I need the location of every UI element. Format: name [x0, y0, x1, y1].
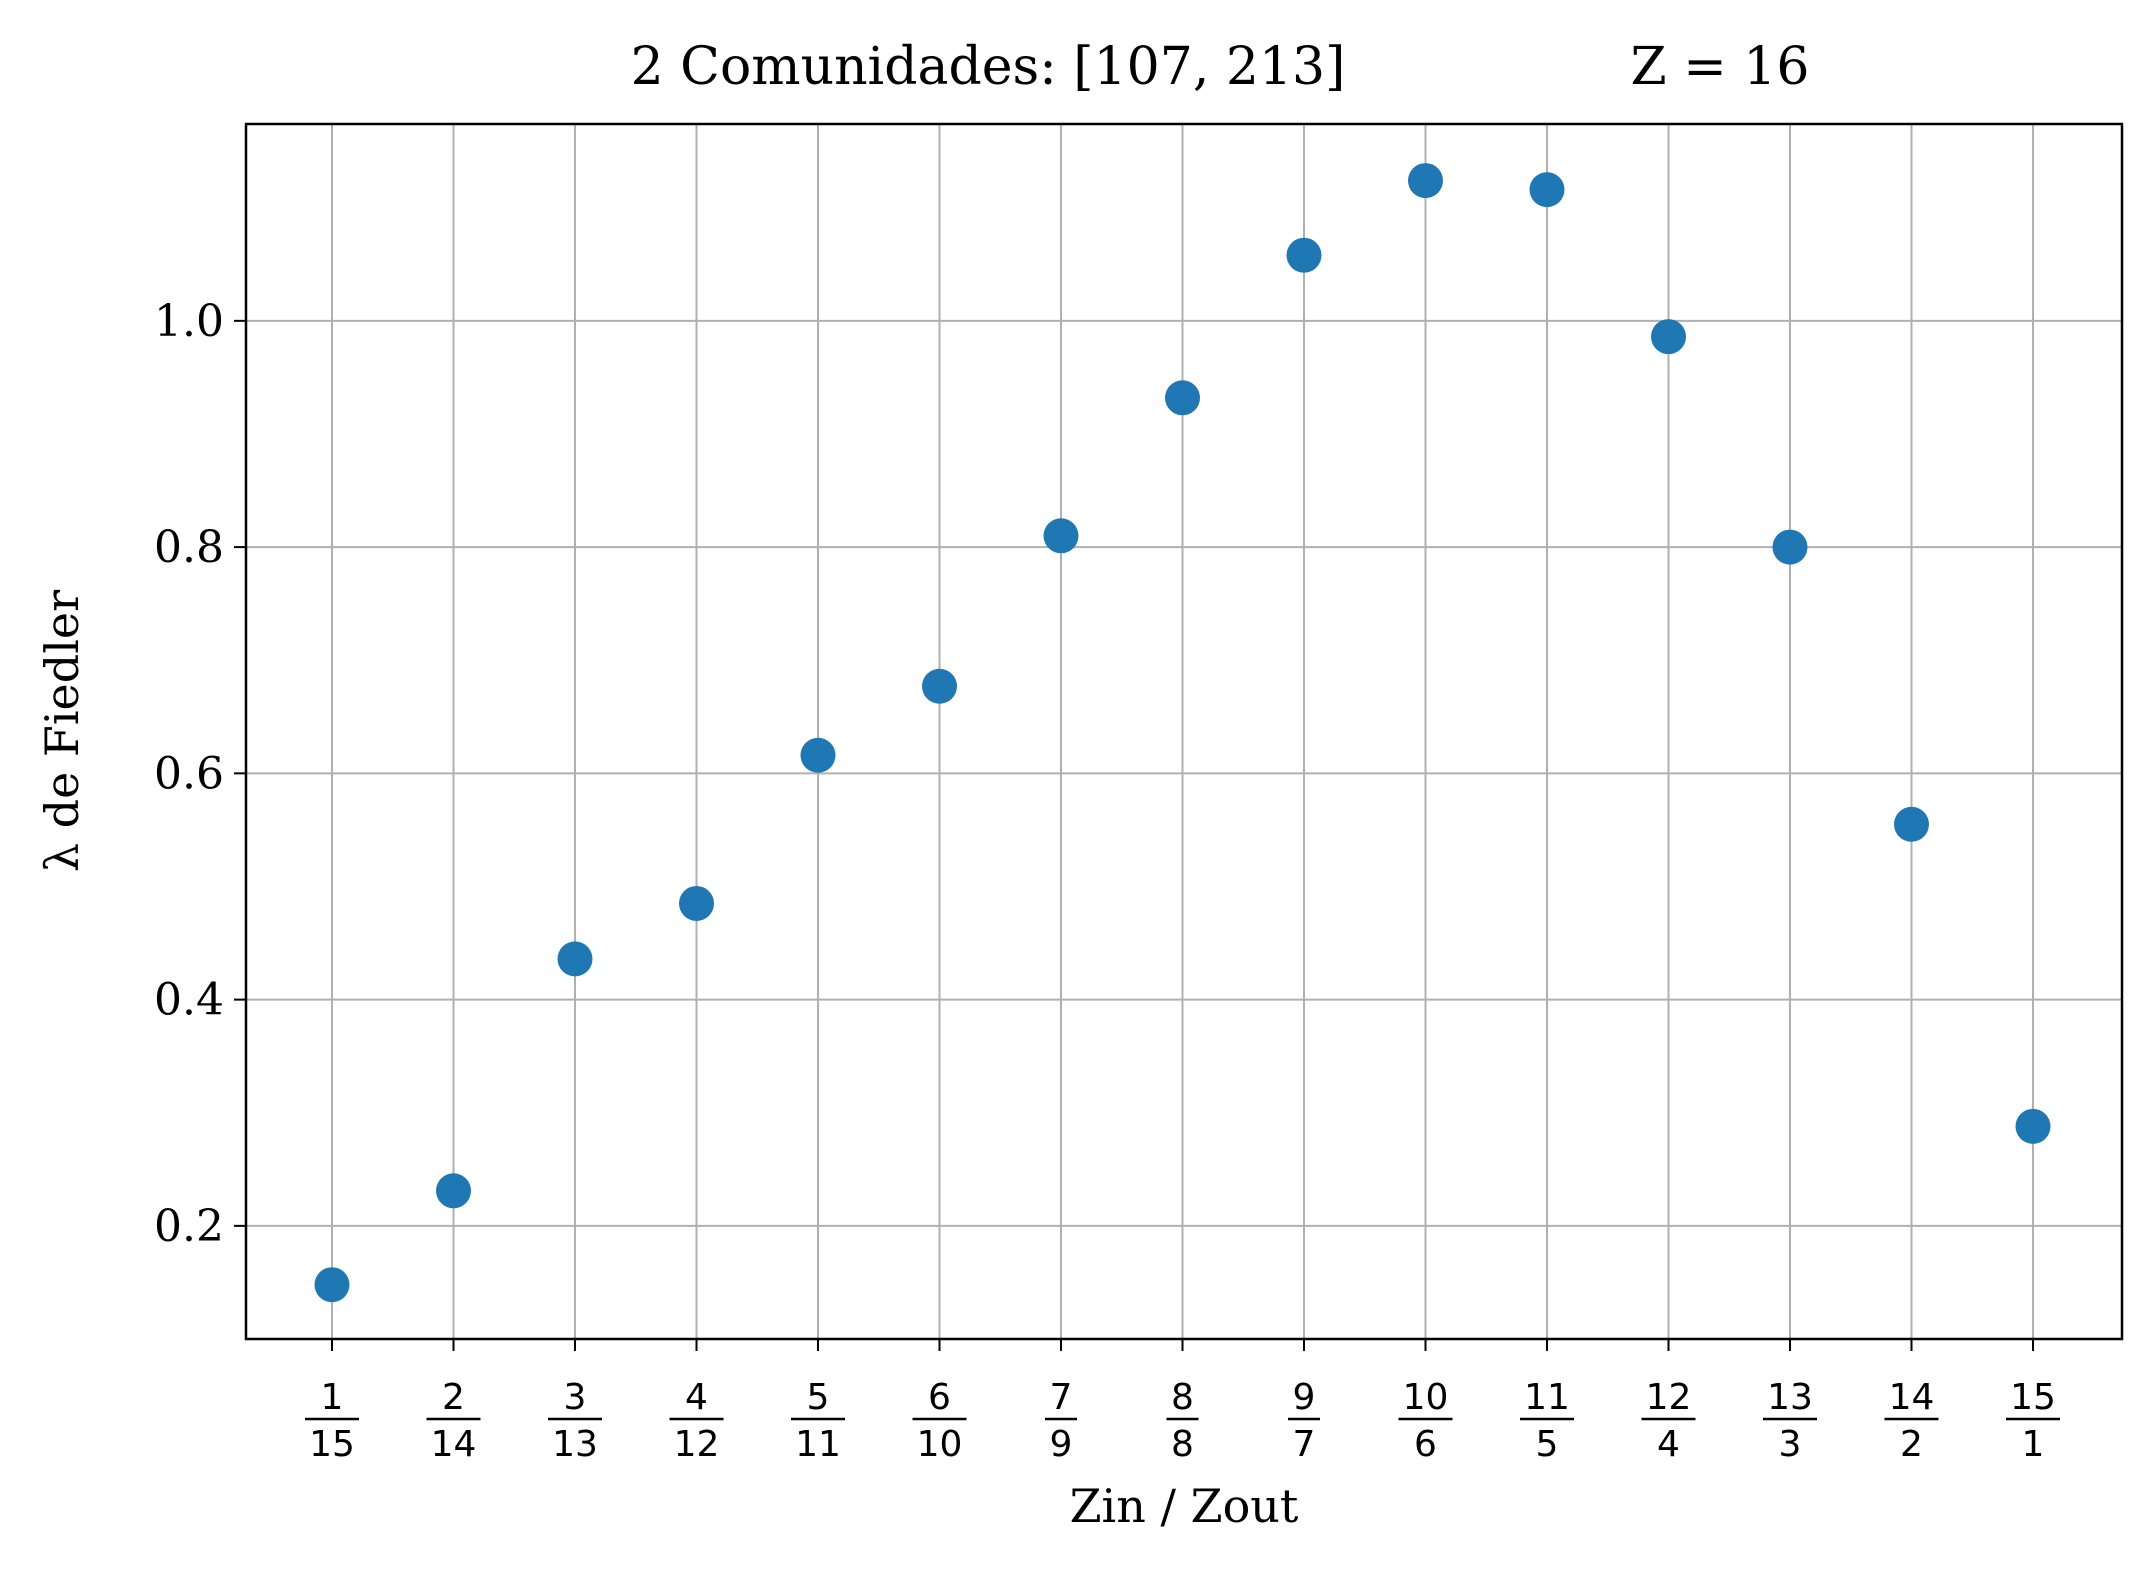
data-point [679, 885, 714, 921]
x-tick-denominator: 1 [2022, 1424, 2045, 1465]
data-point [1286, 237, 1322, 273]
x-tick-numerator: 3 [564, 1377, 587, 1418]
x-tick-numerator: 2 [442, 1377, 465, 1418]
data-point [1772, 529, 1808, 565]
x-tick-numerator: 10 [1403, 1377, 1449, 1418]
x-tick-numerator: 15 [2010, 1377, 2056, 1418]
x-tick-numerator: 6 [928, 1377, 951, 1418]
data-point [800, 737, 836, 773]
y-axis-label: λ de Fiedler [35, 590, 89, 872]
y-tick-label: 0.6 [154, 748, 224, 799]
x-tick-numerator: 7 [1050, 1377, 1073, 1418]
x-tick-numerator: 5 [807, 1377, 830, 1418]
x-tick-denominator: 11 [795, 1424, 841, 1465]
chart-title-z: Z = 16 [1631, 37, 1810, 97]
data-point [922, 668, 957, 704]
x-tick-numerator: 8 [1171, 1377, 1194, 1418]
x-tick-denominator: 14 [431, 1424, 477, 1465]
x-tick-denominator: 3 [1779, 1424, 1802, 1465]
data-point [1043, 518, 1079, 554]
y-tick-label: 0.8 [154, 522, 224, 573]
data-point [2015, 1108, 2051, 1144]
x-tick-denominator: 10 [917, 1424, 963, 1465]
data-point [1165, 380, 1200, 416]
chart-title: 2 Comunidades: [107, 213] [631, 37, 1346, 97]
x-tick-numerator: 14 [1889, 1377, 1935, 1418]
y-tick-label: 0.4 [154, 975, 224, 1026]
ticks: 1152143134125116107988971061151241331421… [154, 296, 2060, 1465]
data-point [1651, 319, 1686, 355]
data-point [1408, 163, 1443, 199]
x-tick-numerator: 9 [1293, 1377, 1316, 1418]
plot-frame [244, 122, 2124, 1341]
x-tick-denominator: 2 [1900, 1424, 1923, 1465]
x-tick-numerator: 12 [1646, 1377, 1692, 1418]
x-tick-numerator: 4 [685, 1377, 708, 1418]
x-tick-denominator: 13 [552, 1424, 598, 1465]
x-tick-numerator: 13 [1767, 1377, 1813, 1418]
x-tick-denominator: 7 [1293, 1424, 1316, 1465]
x-tick-denominator: 4 [1657, 1424, 1680, 1465]
data-point [314, 1267, 350, 1303]
data-points [314, 163, 2051, 1303]
data-point [557, 941, 593, 977]
x-tick-numerator: 1 [321, 1377, 344, 1418]
x-tick-denominator: 9 [1050, 1424, 1073, 1465]
x-tick-numerator: 11 [1524, 1377, 1570, 1418]
data-point [436, 1173, 471, 1209]
data-point [1529, 172, 1565, 208]
x-axis-label: Zin / Zout [1070, 1479, 1299, 1533]
x-tick-denominator: 15 [309, 1424, 355, 1465]
x-tick-denominator: 6 [1414, 1424, 1437, 1465]
data-point [1894, 806, 1929, 842]
x-tick-denominator: 8 [1171, 1424, 1194, 1465]
x-tick-denominator: 5 [1536, 1424, 1559, 1465]
y-tick-label: 1.0 [154, 296, 224, 347]
x-tick-denominator: 12 [674, 1424, 720, 1465]
y-tick-label: 0.2 [154, 1201, 224, 1252]
